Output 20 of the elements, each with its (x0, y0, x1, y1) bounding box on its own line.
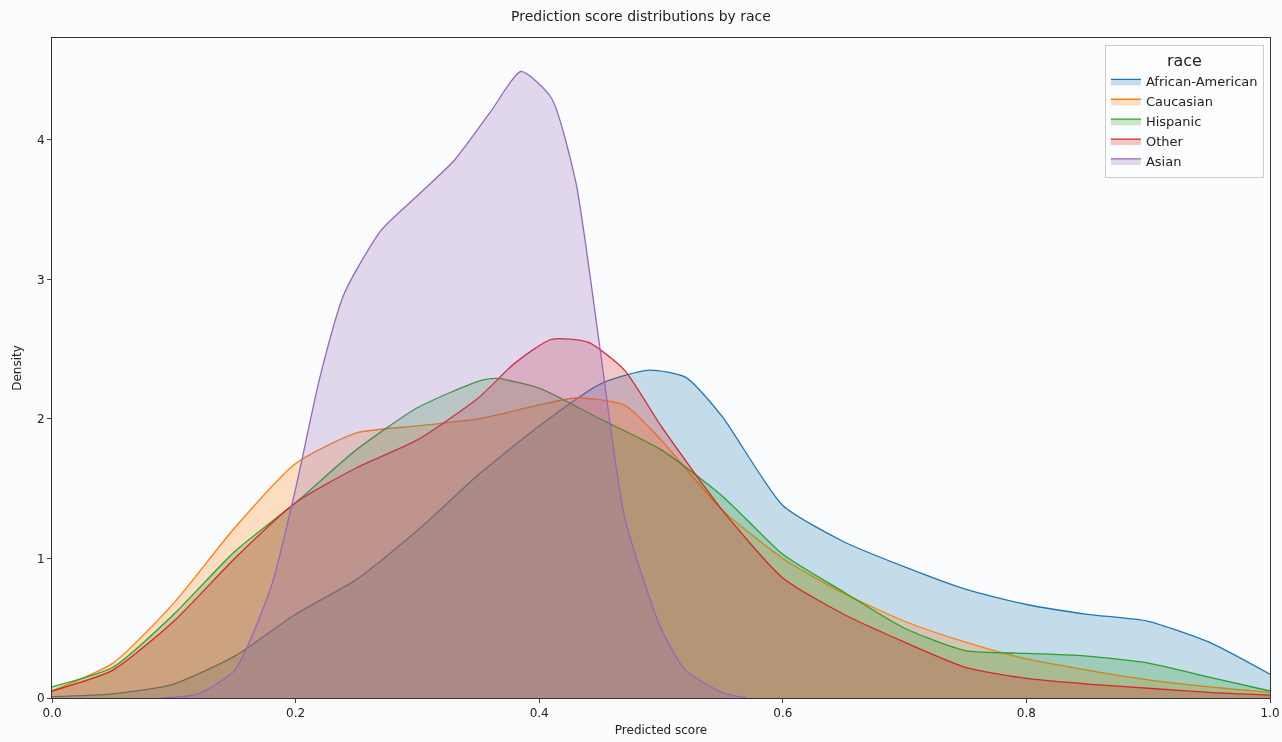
x-tick-label: 0.6 (773, 706, 793, 721)
x-tick-label: 0.8 (1016, 706, 1036, 721)
y-tick-label: 4 (36, 133, 45, 148)
legend-label: Other (1145, 134, 1184, 150)
y-tick-label: 0 (36, 691, 45, 706)
x-axis-title: Predicted score (614, 723, 708, 738)
chart-title: Prediction score distributions by race (511, 7, 771, 24)
x-tick-label: 1.0 (1260, 706, 1280, 721)
x-tick-label: 0.4 (529, 706, 549, 721)
x-tick-label: 0.2 (286, 706, 306, 721)
legend-title: race (1166, 51, 1202, 71)
y-tick-label: 1 (36, 551, 45, 566)
x-tick-label: 0.0 (42, 706, 62, 721)
y-tick-label: 3 (36, 272, 45, 287)
legend-label: African-American (1145, 74, 1258, 90)
legend-label: Asian (1145, 154, 1182, 170)
legend-label: Hispanic (1145, 114, 1202, 130)
y-axis-title: Density (10, 345, 25, 391)
legend-label: Caucasian (1145, 94, 1213, 110)
y-tick-label: 2 (36, 412, 45, 427)
